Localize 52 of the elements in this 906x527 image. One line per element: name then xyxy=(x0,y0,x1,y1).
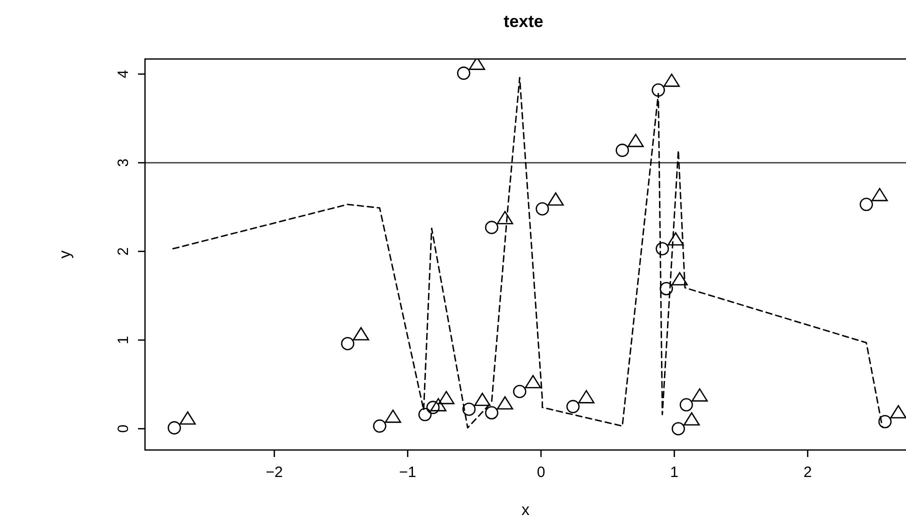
point xyxy=(672,422,685,436)
point xyxy=(373,419,386,433)
x-tick-label: −2 xyxy=(266,464,283,481)
y-tick-label: 4 xyxy=(115,70,132,78)
point xyxy=(180,411,196,425)
point xyxy=(438,390,454,404)
point xyxy=(566,400,580,414)
x-tick-label: 1 xyxy=(670,464,679,481)
x-tick-label: 2 xyxy=(803,464,812,481)
y-tick-label: 3 xyxy=(115,158,132,167)
point xyxy=(548,192,564,206)
point xyxy=(496,210,514,224)
point xyxy=(384,410,402,423)
y-tick-label: 2 xyxy=(115,247,132,256)
point xyxy=(860,198,873,212)
point xyxy=(352,327,370,340)
point xyxy=(660,282,673,296)
point xyxy=(890,405,906,418)
point xyxy=(652,83,665,97)
point xyxy=(692,388,708,402)
point xyxy=(680,398,693,412)
point xyxy=(462,402,476,416)
point xyxy=(664,74,680,87)
point xyxy=(616,144,629,157)
point xyxy=(496,396,514,410)
point xyxy=(426,400,440,414)
point xyxy=(485,406,498,420)
point xyxy=(684,412,700,426)
y-tick-label: 0 xyxy=(115,424,132,433)
point xyxy=(474,392,490,406)
point xyxy=(341,336,354,350)
point xyxy=(878,414,892,428)
point xyxy=(656,242,669,256)
y-axis-title: y xyxy=(57,250,74,258)
point xyxy=(485,220,498,234)
point xyxy=(578,390,594,404)
x-axis-title: x xyxy=(522,502,530,519)
point xyxy=(168,421,181,434)
point xyxy=(628,134,644,148)
point xyxy=(668,232,684,246)
point xyxy=(672,272,688,286)
point xyxy=(536,202,549,216)
y-tick-label: 1 xyxy=(115,336,132,344)
point xyxy=(418,408,432,422)
x-tick-label: −1 xyxy=(399,464,416,481)
x-tick-label: 0 xyxy=(536,464,546,481)
point xyxy=(513,384,526,398)
point xyxy=(457,66,470,80)
chart-title: texte xyxy=(504,12,544,31)
point xyxy=(430,398,446,412)
point xyxy=(872,188,888,202)
point xyxy=(524,374,542,388)
